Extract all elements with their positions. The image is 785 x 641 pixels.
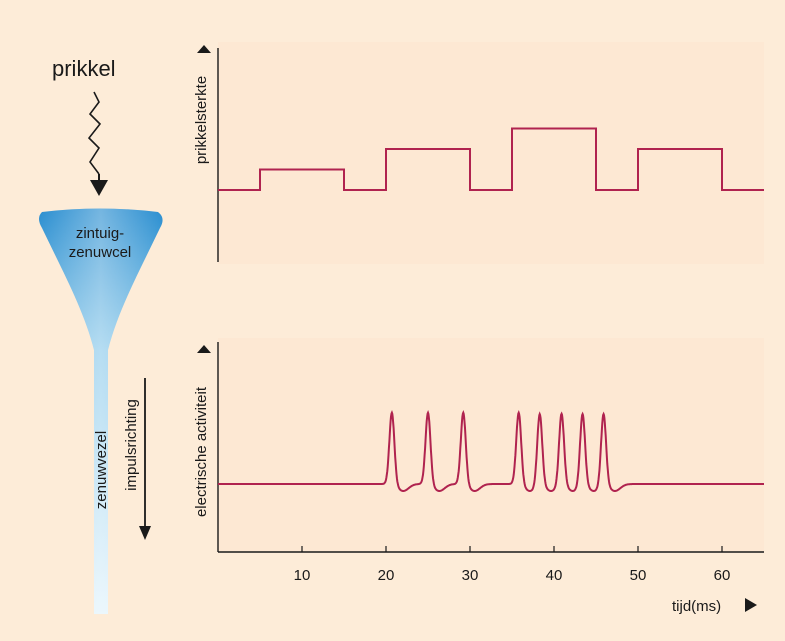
activity-y-arrow-icon [197,345,211,353]
activity-y-label: electrische activiteit [193,386,210,517]
fiber-label: zenuwvezel [93,431,110,509]
stimulus-y-label: prikkelsterkte [193,76,210,164]
activity-trace [218,409,764,492]
x-axis-label: tijd(ms) [672,598,721,615]
direction-label: impulsrichting [123,399,140,491]
x-ticks: 10 20 30 40 50 60 [294,546,731,584]
stimulus-trace [218,127,764,191]
x-tick-label: 60 [714,567,731,584]
activity-chart: electrische activiteit 10 20 30 40 50 60 tijd… [193,338,764,615]
lightning-bolt-icon [87,91,102,175]
cell-label-line1: zintuig- [76,225,124,242]
receptor-cell-shine [39,208,163,614]
x-tick-label: 40 [546,567,563,584]
stimulus-y-arrow-icon [197,45,211,53]
stimulus-label: prikkel [52,56,116,81]
x-tick-label: 10 [294,567,311,584]
stimulus-arrowhead-icon [90,180,108,196]
x-tick-label: 20 [378,567,395,584]
cell-label-line2: zenuwcel [69,244,132,261]
x-tick-label: 50 [630,567,647,584]
x-axis-arrow-icon [745,598,757,612]
x-tick-label: 30 [462,567,479,584]
stimulus-chart: prikkelsterkte [193,42,764,264]
stimulus-chart-panel [218,42,764,264]
direction-arrowhead-icon [139,526,151,540]
activity-chart-panel [218,338,764,552]
